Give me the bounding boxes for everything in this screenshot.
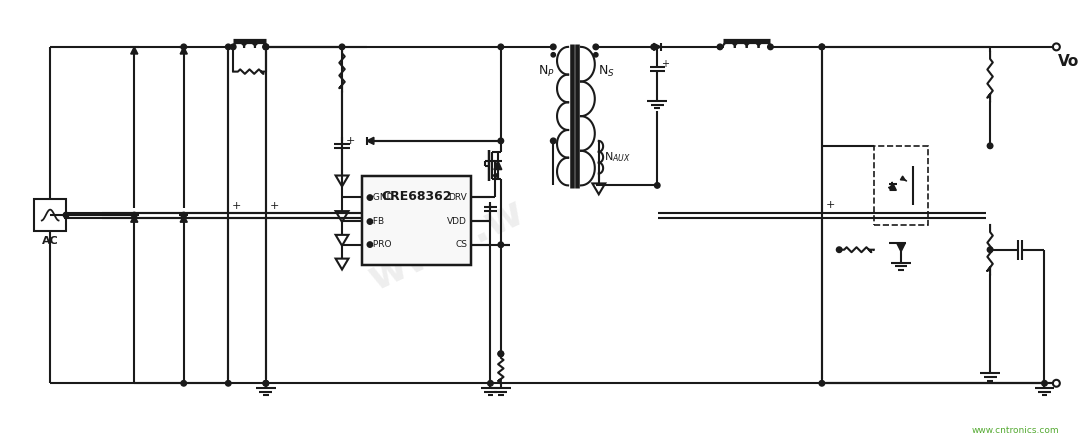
Text: DRV: DRV xyxy=(448,193,468,202)
Circle shape xyxy=(987,247,993,252)
Text: AC: AC xyxy=(42,236,58,247)
Circle shape xyxy=(181,44,187,50)
Text: N$_P$: N$_P$ xyxy=(539,64,555,79)
Circle shape xyxy=(717,44,723,50)
Circle shape xyxy=(498,351,503,356)
Polygon shape xyxy=(494,161,502,170)
Circle shape xyxy=(551,138,556,144)
Polygon shape xyxy=(180,215,187,222)
Polygon shape xyxy=(890,184,896,190)
Text: +: + xyxy=(232,201,241,211)
Circle shape xyxy=(819,380,825,386)
Circle shape xyxy=(654,182,660,188)
Circle shape xyxy=(64,212,69,218)
Polygon shape xyxy=(131,47,138,54)
Circle shape xyxy=(836,247,842,252)
Text: +: + xyxy=(825,200,835,210)
Polygon shape xyxy=(131,215,138,222)
Circle shape xyxy=(132,212,137,218)
Circle shape xyxy=(594,53,598,57)
Text: ●PRO: ●PRO xyxy=(365,240,392,249)
Circle shape xyxy=(498,44,503,50)
Circle shape xyxy=(264,380,269,386)
Circle shape xyxy=(551,53,555,57)
Circle shape xyxy=(230,44,235,50)
Bar xyxy=(874,146,928,225)
Circle shape xyxy=(264,44,269,50)
Circle shape xyxy=(593,44,598,50)
Circle shape xyxy=(551,44,556,50)
Circle shape xyxy=(819,44,825,50)
Text: +: + xyxy=(346,136,355,146)
Circle shape xyxy=(651,44,657,50)
Text: +: + xyxy=(661,59,669,69)
Bar xyxy=(35,199,66,231)
Text: ●GND: ●GND xyxy=(365,193,394,202)
Text: +: + xyxy=(269,201,279,211)
Polygon shape xyxy=(653,43,661,50)
Circle shape xyxy=(987,143,993,149)
Circle shape xyxy=(181,380,187,386)
Polygon shape xyxy=(367,138,374,145)
Circle shape xyxy=(498,351,503,356)
Circle shape xyxy=(181,212,187,218)
Circle shape xyxy=(768,44,773,50)
Circle shape xyxy=(226,380,231,386)
Circle shape xyxy=(1042,380,1048,386)
Text: www.cntronics.com: www.cntronics.com xyxy=(972,426,1059,435)
Circle shape xyxy=(498,138,503,144)
Text: VDD: VDD xyxy=(447,217,468,226)
Polygon shape xyxy=(896,243,905,252)
Text: CS: CS xyxy=(455,240,468,249)
Circle shape xyxy=(498,242,503,247)
Circle shape xyxy=(264,44,269,50)
Text: N$_{AUX}$: N$_{AUX}$ xyxy=(604,150,631,164)
Text: N$_S$: N$_S$ xyxy=(598,64,615,79)
Circle shape xyxy=(264,380,269,386)
Circle shape xyxy=(264,44,269,50)
Circle shape xyxy=(819,44,825,50)
Polygon shape xyxy=(180,47,187,54)
Circle shape xyxy=(339,44,345,50)
Circle shape xyxy=(226,44,231,50)
Text: Vo: Vo xyxy=(1058,54,1080,69)
Text: ●FB: ●FB xyxy=(365,217,384,226)
Text: www.w: www.w xyxy=(361,190,530,299)
Circle shape xyxy=(488,380,494,386)
Text: CRE68362: CRE68362 xyxy=(381,190,451,203)
Bar xyxy=(362,175,471,264)
